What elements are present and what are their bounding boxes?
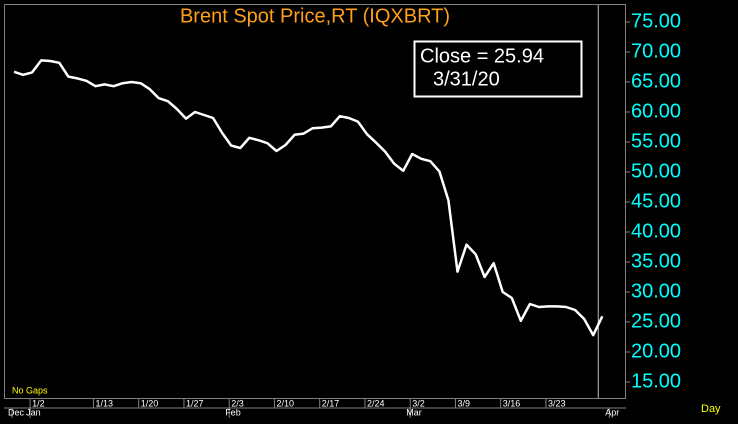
price-line xyxy=(13,59,604,337)
y-tick-label: 35.00 xyxy=(631,250,681,272)
x-tick-label: 2/10 xyxy=(276,398,294,408)
y-tick-label: 75.00 xyxy=(631,10,681,32)
x-tick-label: 1/2 xyxy=(32,398,45,408)
x-tick-label: 1/13 xyxy=(95,398,113,408)
y-tick-label: 40.00 xyxy=(631,220,681,242)
x-tick-label: 1/20 xyxy=(141,398,159,408)
annotation-text: Close = 25.94 xyxy=(420,45,544,67)
x-tick-label: 3/2 xyxy=(412,398,425,408)
x-month-label: Mar xyxy=(406,407,422,417)
x-month-label: Apr xyxy=(605,407,619,417)
y-tick-label: 25.00 xyxy=(631,310,681,332)
x-month-label: Feb xyxy=(225,407,241,417)
x-month-label: Jan xyxy=(26,407,41,417)
x-tick-label: 3/23 xyxy=(548,398,566,408)
x-tick-label: 3/9 xyxy=(457,398,470,408)
plot-frame xyxy=(4,4,626,399)
x-tick-label: 2/17 xyxy=(322,398,340,408)
y-tick-label: 55.00 xyxy=(631,130,681,152)
x-tick-label: 2/24 xyxy=(367,398,385,408)
x-tick-label: 1/27 xyxy=(186,398,204,408)
y-tick-label: 20.00 xyxy=(631,340,681,362)
y-tick-label: 65.00 xyxy=(631,70,681,92)
y-tick-label: 45.00 xyxy=(631,190,681,212)
y-tick-label: 50.00 xyxy=(631,160,681,182)
footnote: No Gaps xyxy=(12,385,48,395)
annotation-text: 3/31/20 xyxy=(433,68,500,90)
x-unit: Day xyxy=(701,403,721,415)
chart-title: Brent Spot Price,RT (IQXBRT) xyxy=(180,5,450,27)
x-month-label: Dec xyxy=(8,407,25,417)
x-tick-label: 3/16 xyxy=(503,398,521,408)
y-tick-label: 15.00 xyxy=(631,370,681,392)
y-tick-label: 30.00 xyxy=(631,280,681,302)
x-tick-label: 2/3 xyxy=(231,398,244,408)
y-tick-label: 60.00 xyxy=(631,100,681,122)
annotation-box xyxy=(413,40,583,98)
y-tick-label: 70.00 xyxy=(631,40,681,62)
